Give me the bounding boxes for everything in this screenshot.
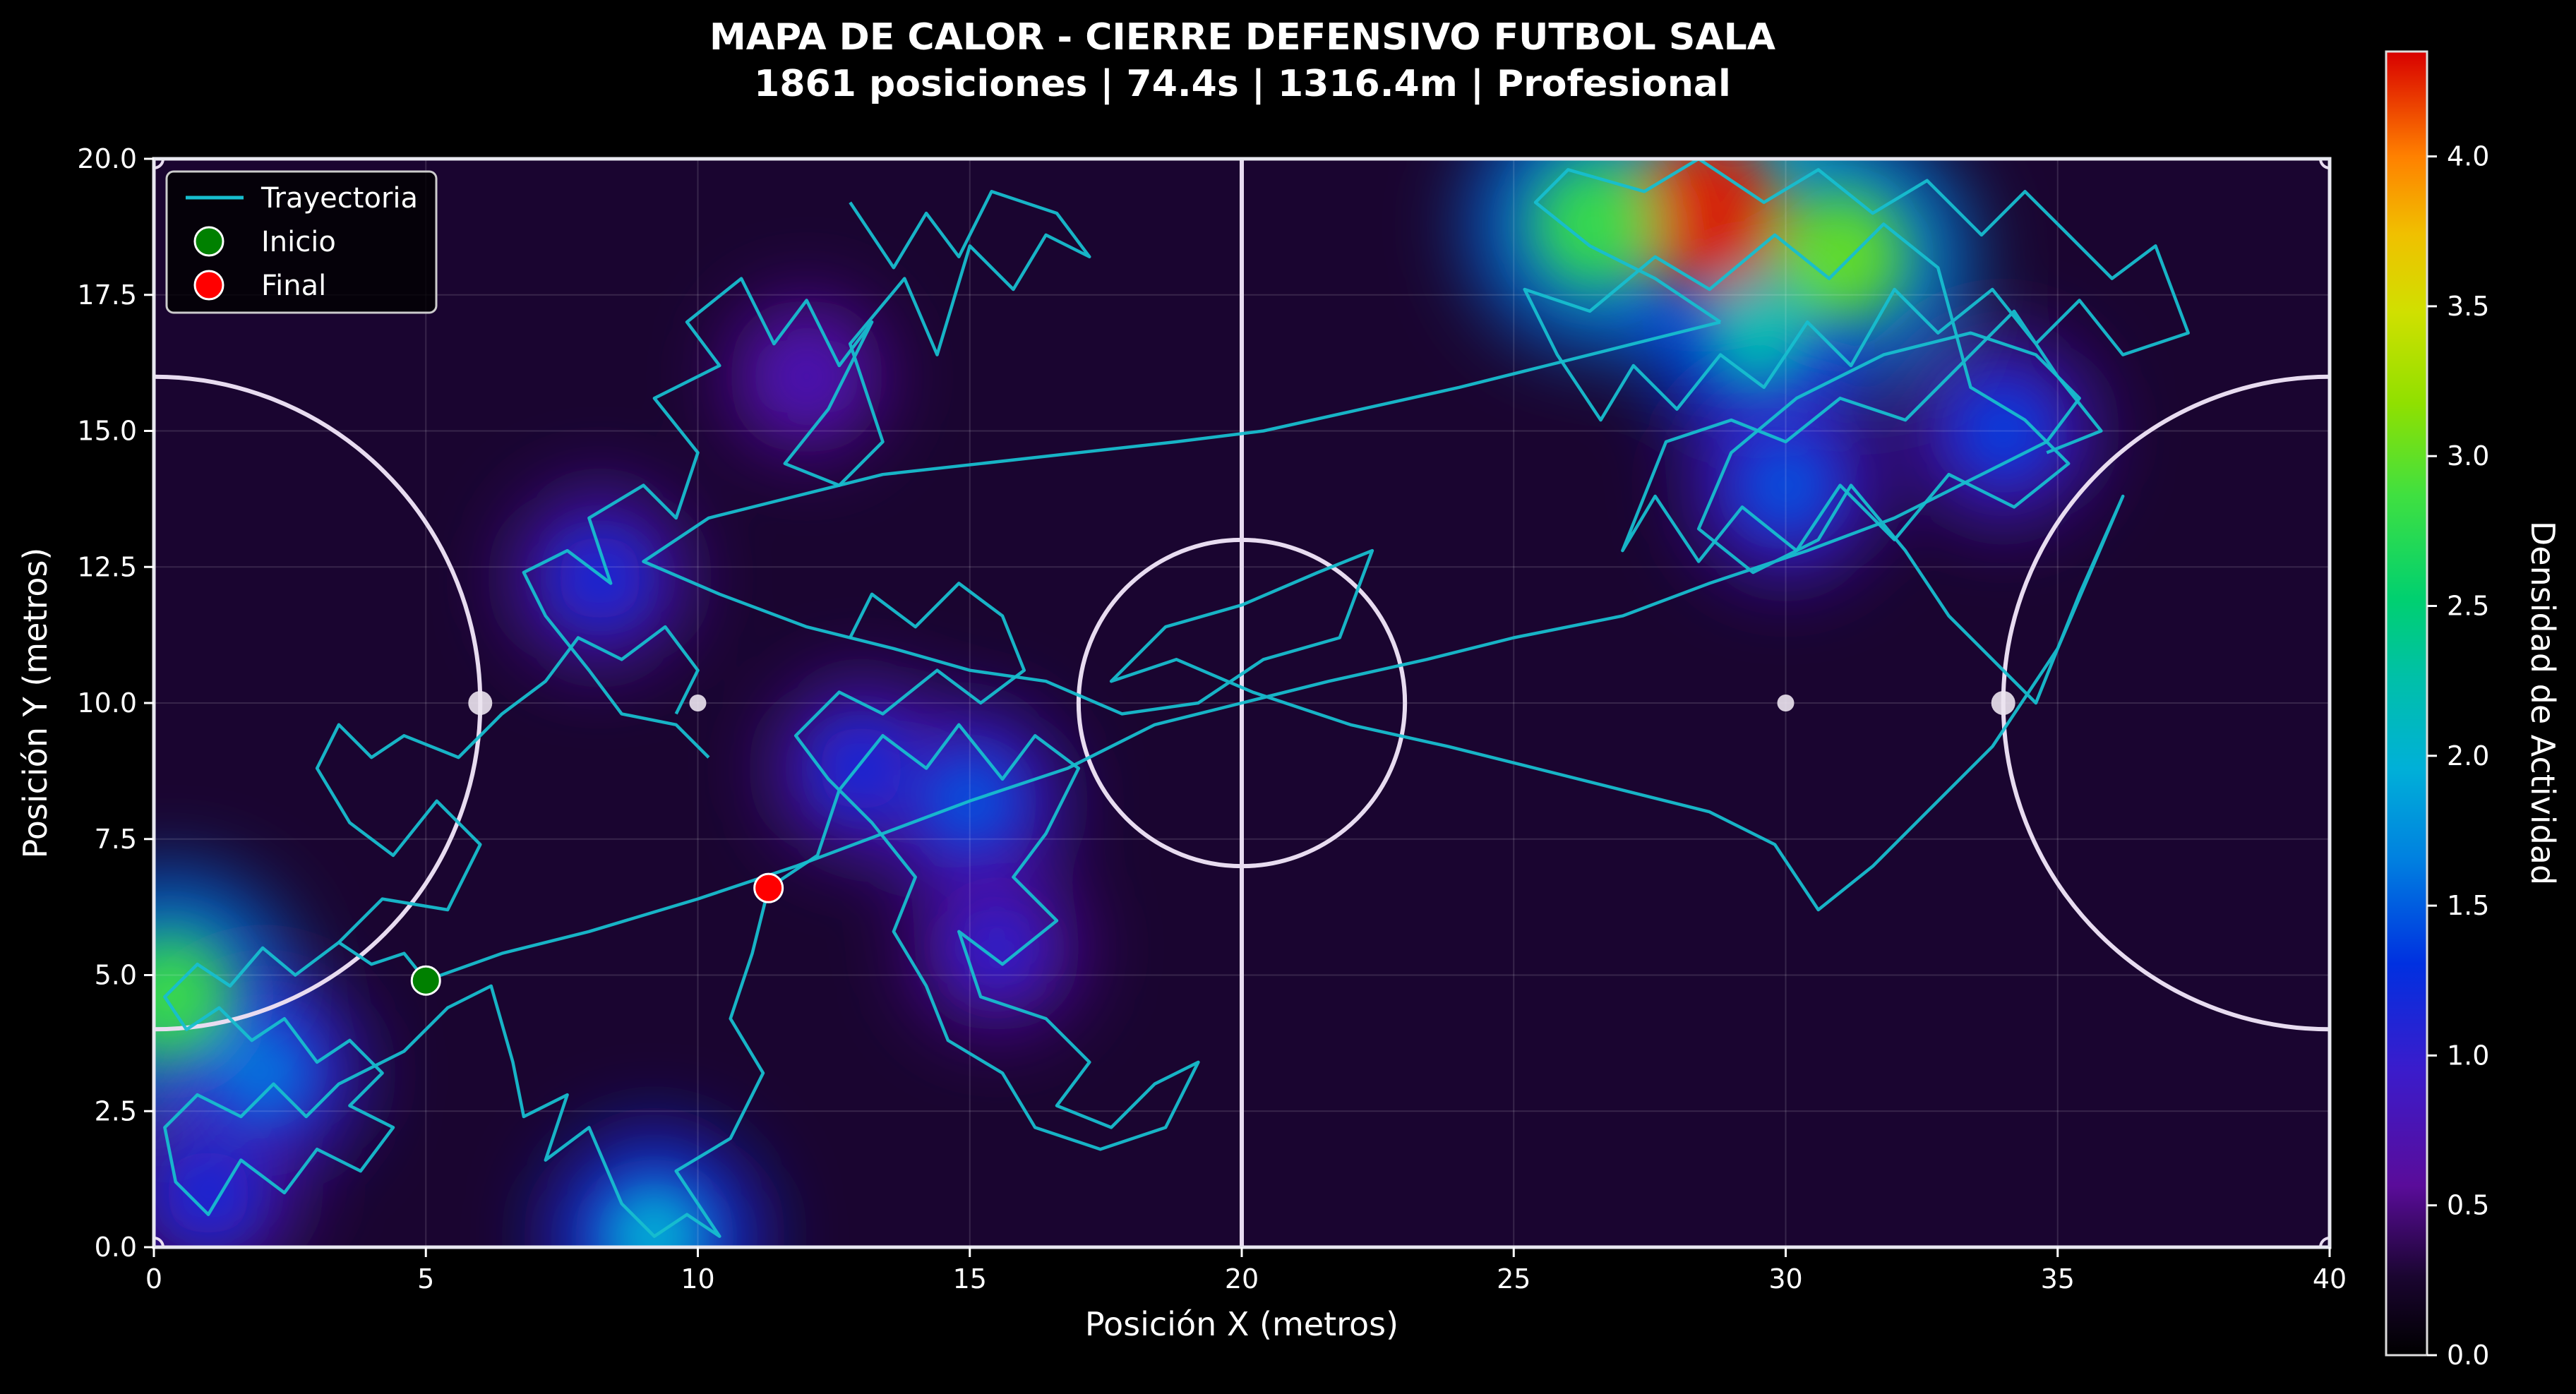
- trajectory-path-1: [315, 625, 700, 944]
- court-center-circle: [1076, 537, 1408, 869]
- y-tick-label-0: 0.0: [95, 1232, 137, 1263]
- x-tick-label-4: 20: [1225, 1263, 1259, 1294]
- x-tick-label-5: 25: [1497, 1263, 1530, 1294]
- y-tick-label-4: 10.0: [77, 687, 137, 719]
- court-penalty-spot-3: [1777, 695, 1795, 711]
- x-tick-label-0: 0: [145, 1263, 162, 1294]
- x-tick-label-1: 5: [417, 1263, 434, 1294]
- y-tick-label-6: 15.0: [77, 416, 137, 447]
- legend-end-label: Final: [261, 270, 326, 302]
- colorbar-gradient: [2385, 50, 2428, 1357]
- colorbar-tick-label-6: 3.0: [2447, 440, 2489, 471]
- legend-start-swatch: [193, 226, 224, 257]
- heat-blob-core-13: [556, 534, 644, 622]
- x-tick-label-3: 15: [953, 1263, 987, 1294]
- start-marker: [410, 965, 441, 996]
- y-tick-label-5: 12.5: [77, 551, 137, 582]
- heat-blob-core-8: [164, 1149, 252, 1237]
- y-axis-label: Posición Y (metros): [16, 548, 54, 859]
- trajectory-path-5: [1523, 159, 2190, 563]
- colorbar: 0.0 0.5 1.0 1.5 2.0 2.5 3.0 3.5 4.0 Densidad de …: [2385, 50, 2562, 1371]
- court-penalty-spot-0: [468, 691, 493, 715]
- heat-blob-core-14: [769, 338, 845, 414]
- colorbar-tick-label-2: 1.0: [2447, 1040, 2489, 1071]
- heat-blob-core-6: [154, 933, 234, 1061]
- y-tick-label-7: 17.5: [77, 280, 137, 311]
- x-axis-label: Posición X (metros): [1085, 1305, 1398, 1343]
- heat-blob-core-1: [1774, 191, 1906, 323]
- heat-blob-core-12: [601, 1182, 708, 1247]
- heat-blob-core-10: [817, 725, 905, 812]
- colorbar-tick-label-3: 1.5: [2447, 890, 2489, 921]
- court-penalty-spot-1: [1991, 691, 2015, 715]
- trajectory-path-0: [163, 887, 770, 1238]
- colorbar-tick-label-4: 2.0: [2447, 740, 2489, 771]
- legend-start-label: Inicio: [261, 226, 336, 258]
- chart-title: MAPA DE CALOR - CIERRE DEFENSIVO FUTBOL …: [709, 16, 1775, 59]
- trajectory-path-2: [522, 190, 1091, 759]
- heat-blob-core-4: [1739, 438, 1833, 532]
- legend-end-swatch: [193, 270, 224, 301]
- y-tick-label-3: 7.5: [95, 824, 137, 855]
- court-penalty-spot-2: [689, 695, 707, 711]
- x-tick-label-6: 30: [1768, 1263, 1802, 1294]
- legend: Trayectoria Inicio Final: [165, 170, 438, 314]
- colorbar-tick-label-0: 0.0: [2447, 1340, 2489, 1371]
- x-tick-label-2: 10: [681, 1263, 714, 1294]
- colorbar-tick-label-8: 4.0: [2447, 141, 2489, 172]
- colorbar-tick-label-5: 2.5: [2447, 591, 2489, 622]
- x-tick-label-7: 35: [2041, 1263, 2075, 1294]
- colorbar-tick-label-7: 3.5: [2447, 291, 2489, 322]
- x-tick-label-8: 40: [2313, 1263, 2347, 1294]
- heat-blob-core-11: [955, 906, 1038, 990]
- y-tick-label-2: 5.0: [95, 960, 137, 991]
- chart-subtitle: 1861 posiciones | 74.4s | 1316.4m | Prof…: [754, 63, 1731, 105]
- heat-blob-core-0: [1626, 159, 1783, 292]
- y-tick-label-8: 20.0: [77, 143, 137, 174]
- heat-blob-core-3: [1702, 277, 1815, 389]
- y-tick-label-1: 2.5: [95, 1095, 137, 1126]
- colorbar-label: Densidad de Actividad: [2524, 521, 2562, 885]
- colorbar-tick-label-1: 0.5: [2447, 1190, 2489, 1221]
- end-marker: [753, 872, 784, 903]
- heat-blob-core-2: [1531, 160, 1660, 288]
- trajectory-path-3: [767, 582, 1200, 1151]
- legend-box: [165, 170, 438, 314]
- legend-trajectory-label: Trayectoria: [260, 182, 418, 215]
- trajectory-path-4: [425, 320, 2125, 983]
